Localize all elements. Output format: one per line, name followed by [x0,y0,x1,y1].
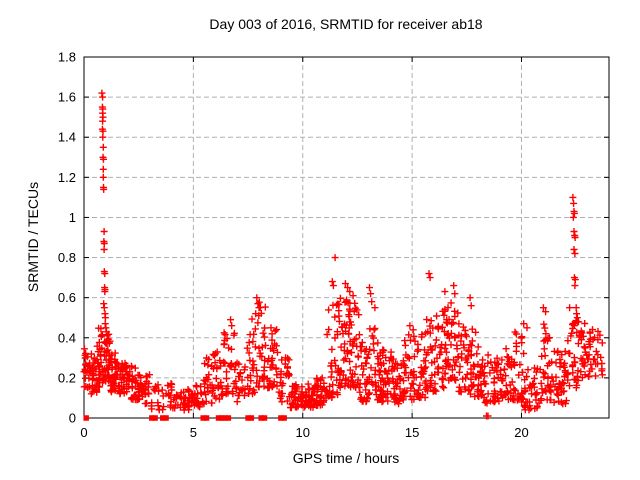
svg-text:0.6: 0.6 [58,290,76,305]
x-axis-label: GPS time / hours [293,450,400,466]
data-points-plus [80,89,606,420]
y-tick-labels: 0 0.2 0.4 0.6 0.8 1 1.2 1.4 1.6 1.8 [58,50,76,426]
svg-text:1.4: 1.4 [58,130,76,145]
plot-border [83,56,610,419]
y-axis-label: SRMTID / TECUs [25,182,41,292]
plot-area: 0 5 10 15 20 0 0.2 0.4 0.6 0.8 1 1.2 1.4 1.6 1.8 [58,50,610,440]
tick-marks [83,56,609,419]
svg-text:10: 10 [296,425,310,440]
grid-lines [84,57,609,418]
svg-text:1.2: 1.2 [58,170,76,185]
x-tick-labels: 0 5 10 15 20 [80,425,528,440]
svg-text:1.6: 1.6 [58,90,76,105]
svg-text:0.2: 0.2 [58,370,76,385]
chart-title: Day 003 of 2016, SRMTID for receiver ab1… [209,16,482,32]
svg-text:0.4: 0.4 [58,330,76,345]
svg-text:15: 15 [405,425,419,440]
svg-text:1: 1 [69,210,76,225]
svg-text:20: 20 [514,425,528,440]
svg-text:1.8: 1.8 [58,50,76,65]
svg-text:0.8: 0.8 [58,250,76,265]
zero-flag-squares [83,415,287,421]
svg-text:5: 5 [190,425,197,440]
svg-text:0: 0 [69,411,76,426]
svg-text:0: 0 [80,425,87,440]
